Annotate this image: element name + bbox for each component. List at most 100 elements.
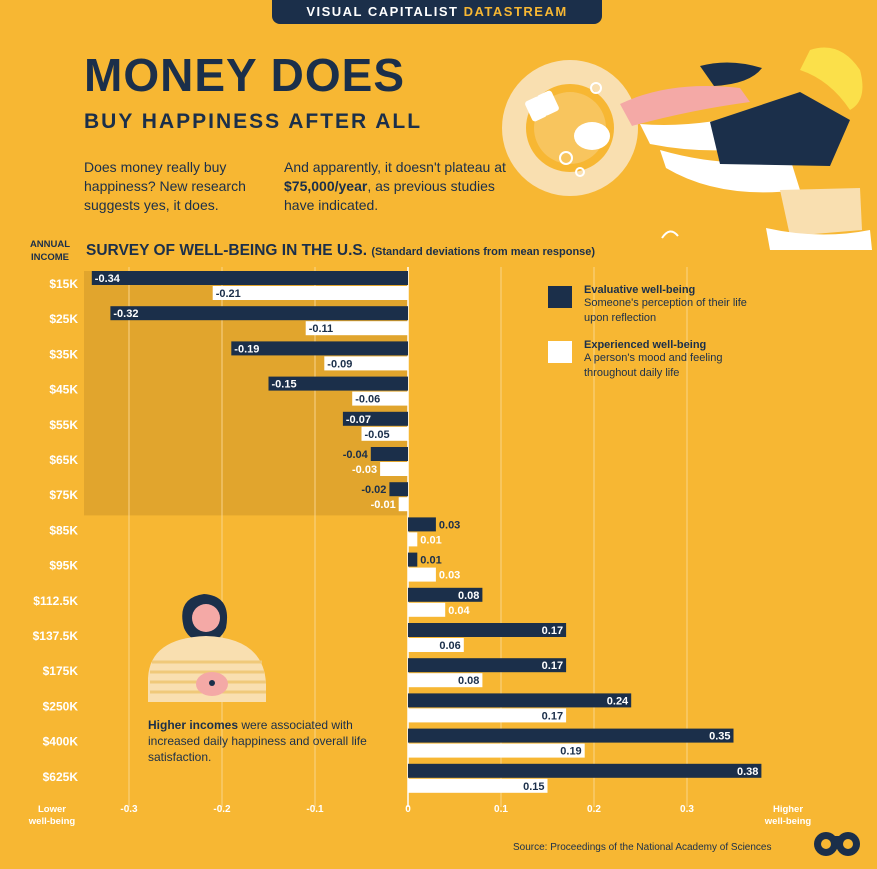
evaluative-bar xyxy=(389,482,408,497)
legend-name-experienced: Experienced well-being xyxy=(584,339,707,351)
experienced-bar xyxy=(408,567,436,582)
bar-value-label: -0.04 xyxy=(343,449,369,461)
income-axis-label: ANNUAL INCOME xyxy=(29,239,71,263)
x-high-label: Higher xyxy=(773,804,803,815)
intro-right-pre: And apparently, it doesn't plateau at xyxy=(284,159,506,175)
evaluative-bar xyxy=(231,341,408,356)
hair-icon xyxy=(800,47,863,110)
bar-value-label: -0.01 xyxy=(371,499,396,511)
hand-icon xyxy=(620,86,750,126)
experienced-bar xyxy=(408,743,585,758)
legend-swatch-evaluative xyxy=(548,286,572,308)
legend-swatch-experienced xyxy=(548,341,572,363)
bar-value-label: 0.01 xyxy=(420,555,441,567)
bar-value-label: 0.17 xyxy=(542,625,563,637)
bar-value-label: -0.09 xyxy=(327,358,352,370)
bar-value-label: -0.21 xyxy=(216,288,241,300)
category-label: $35K xyxy=(49,347,78,361)
category-label: $55K xyxy=(49,418,78,432)
experienced-bar xyxy=(361,426,408,441)
experienced-bar xyxy=(408,638,464,652)
category-label: $65K xyxy=(49,453,78,467)
intro-right-bold: $75,000/year xyxy=(284,178,368,194)
x-low-label: Lower xyxy=(38,804,66,815)
woman-illustration xyxy=(148,594,266,702)
category-label: $400K xyxy=(43,735,79,749)
experienced-bar xyxy=(408,778,548,793)
experienced-bar xyxy=(305,321,408,336)
bar-value-label: -0.19 xyxy=(234,343,259,355)
bar-value-label: 0.08 xyxy=(458,675,479,687)
bar-value-label: -0.05 xyxy=(365,429,390,441)
source-note: Source: Proceedings of the National Acad… xyxy=(513,842,772,853)
category-label: $95K xyxy=(49,559,78,573)
evaluative-bar xyxy=(110,306,409,321)
x-high-label-line2: well-being xyxy=(764,816,812,827)
bar-value-label: -0.32 xyxy=(113,308,138,320)
x-low-label-line2: well-being xyxy=(28,816,76,827)
legend-item-experienced: Experienced well-being A person's mood a… xyxy=(548,339,768,381)
evaluative-bar xyxy=(408,728,734,743)
evaluative-bar xyxy=(91,271,409,285)
coin-icon xyxy=(590,82,602,94)
experienced-bar xyxy=(212,286,408,300)
brand-name: VISUAL CAPITALIST xyxy=(306,4,459,19)
piggy-bank-icon xyxy=(574,122,610,150)
x-tick-label: 0 xyxy=(405,804,411,815)
chart-legend: Evaluative well-being Someone's percepti… xyxy=(548,284,768,394)
evaluative-bar xyxy=(408,658,567,673)
x-tick-label: 0.1 xyxy=(494,804,508,815)
evaluative-bar xyxy=(408,587,483,602)
x-tick-label: -0.2 xyxy=(213,804,231,815)
category-label: $250K xyxy=(43,699,79,713)
bar-value-label: -0.02 xyxy=(361,484,386,496)
category-label: $25K xyxy=(49,312,78,326)
evaluative-bar xyxy=(408,552,418,567)
bar-value-label: 0.17 xyxy=(542,660,563,672)
bar-value-label: -0.15 xyxy=(272,379,297,391)
x-tick-label: 0.3 xyxy=(680,804,694,815)
category-label: $625K xyxy=(43,770,79,784)
bar-value-label: 0.24 xyxy=(607,695,629,707)
evaluative-bar xyxy=(408,693,632,708)
legend-desc-experienced: A person's mood and feeling throughout d… xyxy=(584,352,723,379)
bar-value-label: -0.06 xyxy=(355,394,380,406)
chart-title: SURVEY OF WELL-BEING IN THE U.S. (Standa… xyxy=(86,242,595,260)
category-label: $15K xyxy=(49,277,78,291)
bar-value-label: 0.08 xyxy=(458,590,479,602)
intro-right-post: , as previous studies have indicated. xyxy=(284,178,495,213)
experienced-bar xyxy=(380,462,408,476)
category-label: $45K xyxy=(49,383,78,397)
evaluative-bar xyxy=(342,411,408,426)
evaluative-bar xyxy=(370,447,408,461)
bar-value-label: 0.01 xyxy=(420,534,441,546)
binoculars-logo-icon xyxy=(814,832,860,856)
intro-left: Does money really buy happiness? New res… xyxy=(84,159,246,213)
chart-subtitle: (Standard deviations from mean response) xyxy=(371,246,596,258)
experienced-bar xyxy=(352,391,408,406)
page-subtitle: BUY HAPPINESS AFTER ALL xyxy=(84,110,423,133)
note-bold: Higher incomes xyxy=(148,718,239,732)
bar-value-label: -0.11 xyxy=(309,323,333,335)
category-label: $137.5K xyxy=(33,629,79,643)
category-label: $75K xyxy=(49,488,78,502)
person-icon xyxy=(710,92,850,166)
x-tick-label: -0.3 xyxy=(120,804,138,815)
brand-banner: VISUAL CAPITALIST DATASTREAM xyxy=(272,0,602,24)
bar-value-label: -0.07 xyxy=(346,414,371,426)
experienced-bar xyxy=(398,497,408,512)
bar-value-label: -0.03 xyxy=(352,464,377,476)
legend-name-evaluative: Evaluative well-being xyxy=(584,284,696,296)
category-label: $112.5K xyxy=(33,594,78,608)
bar-value-label: 0.35 xyxy=(709,731,730,743)
intro-right: And apparently, it doesn't plateau at $7… xyxy=(284,158,514,215)
bar-value-label: 0.06 xyxy=(439,640,460,652)
evaluative-bar xyxy=(408,623,567,637)
experienced-bar xyxy=(324,356,408,371)
legend-desc-evaluative: Someone's perception of their life upon … xyxy=(584,297,747,324)
bar-value-label: 0.17 xyxy=(542,710,563,722)
x-tick-label: -0.1 xyxy=(306,804,324,815)
note-rest: were associated with increased daily hap… xyxy=(148,718,367,764)
category-label: $175K xyxy=(43,664,79,678)
